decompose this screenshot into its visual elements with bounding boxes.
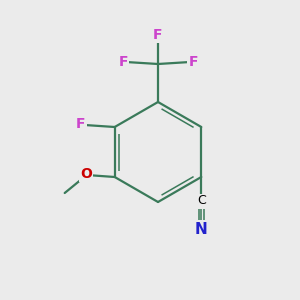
Text: O: O xyxy=(80,167,92,181)
Text: F: F xyxy=(76,117,86,131)
Text: F: F xyxy=(188,55,198,69)
Text: F: F xyxy=(118,55,128,69)
Text: N: N xyxy=(195,221,208,236)
Text: C: C xyxy=(197,194,206,208)
Text: F: F xyxy=(153,28,163,42)
